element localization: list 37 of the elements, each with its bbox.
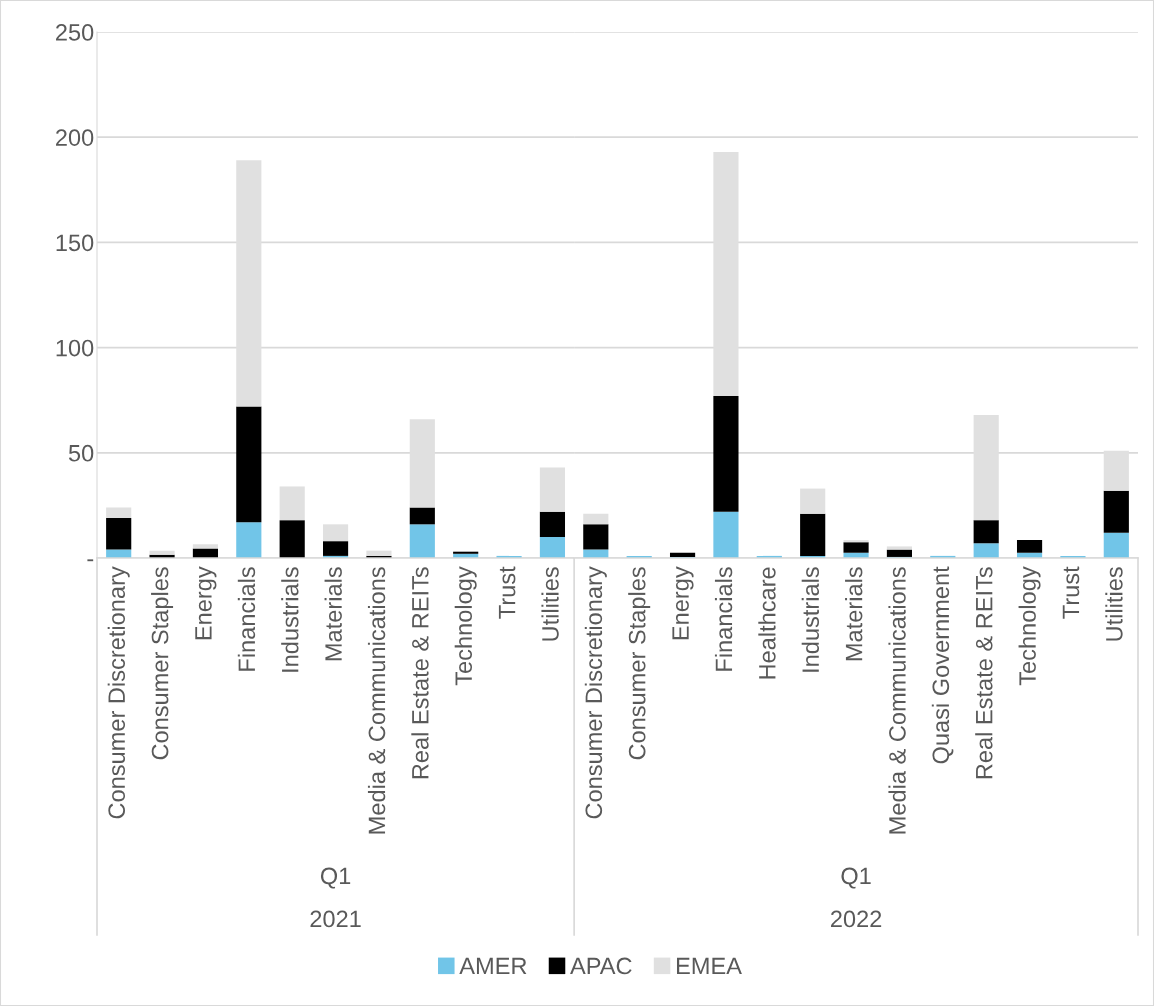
x-tick-label: Healthcare: [758, 567, 776, 679]
x-tick-label: Trust: [498, 566, 516, 619]
legend-label: AMER: [459, 957, 527, 975]
y-tick-label: 100: [56, 339, 94, 357]
x-tick-label: Energy: [672, 566, 694, 640]
x-tick-label: Utilities: [541, 567, 559, 641]
legend-label: APAC: [570, 957, 632, 975]
y-tick-label: 200: [56, 129, 94, 146]
x-tick-label: Utilities: [1105, 567, 1123, 641]
y-tick-label: 150: [56, 234, 94, 252]
text: 2021: [310, 910, 361, 928]
x-tick-label: Real Estate & REITs: [975, 567, 993, 779]
y-tick-label: 50: [68, 444, 94, 462]
x-tick-label: Industrials: [801, 567, 820, 672]
x-tick-label: Quasi Government: [931, 566, 954, 764]
x-tick-label: Industrials: [281, 567, 299, 672]
x-tick-label: Media & Communications: [367, 567, 386, 834]
y-tick-label: -: [87, 559, 94, 562]
x-tick-label: Consumer Staples: [628, 567, 651, 760]
x-tick-label: Financials: [237, 567, 256, 671]
x-tick-label: Materials: [324, 567, 342, 661]
x-tick-label: Technology: [1018, 566, 1041, 686]
x-tick-label: Financials: [714, 567, 733, 671]
x-tick-label: Real Estate & REITs: [411, 567, 429, 779]
text: Q1: [841, 867, 871, 889]
text: 2022: [830, 910, 882, 928]
x-tick-label: Technology: [454, 566, 477, 686]
x-tick-label: Energy: [195, 566, 217, 640]
x-tick-label: Media & Communications: [888, 567, 906, 834]
x-tick-label: Materials: [845, 567, 863, 661]
y-tick-label: 250: [56, 24, 94, 41]
legend-label: EMEA: [676, 957, 742, 975]
text: Q1: [320, 867, 351, 889]
x-tick-label: Consumer Staples: [151, 567, 174, 760]
x-tick-label: Trust: [1062, 566, 1080, 619]
x-tick-label: Consumer Discretionary: [584, 566, 607, 819]
x-tick-label: Consumer Discretionary: [107, 566, 130, 819]
